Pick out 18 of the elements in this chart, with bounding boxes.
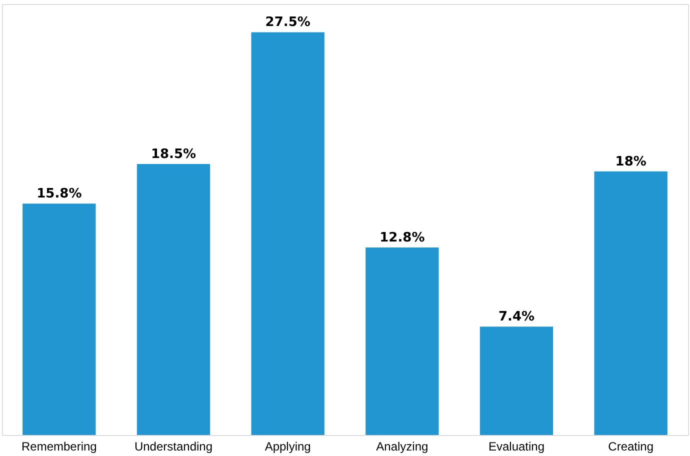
x-tick-label: Remembering: [21, 440, 97, 454]
data-label: 12.8%: [380, 230, 425, 246]
bar: [594, 171, 668, 435]
x-tick-label: Analyzing: [376, 440, 428, 454]
data-label: 18%: [615, 154, 646, 170]
bar: [366, 248, 439, 435]
x-tick-label: Understanding: [134, 440, 213, 454]
x-tick-label: Creating: [608, 440, 654, 454]
bar: [480, 326, 554, 435]
bar: [22, 204, 96, 435]
data-label: 27.5%: [265, 15, 310, 30]
bar: [251, 32, 324, 435]
x-tick-label: Applying: [264, 440, 311, 454]
data-label: 15.8%: [36, 186, 82, 202]
data-label: 7.4%: [498, 310, 535, 325]
data-label: 18.5%: [150, 147, 196, 162]
bar: [136, 164, 210, 435]
x-tick-label: Evaluating: [488, 440, 545, 454]
